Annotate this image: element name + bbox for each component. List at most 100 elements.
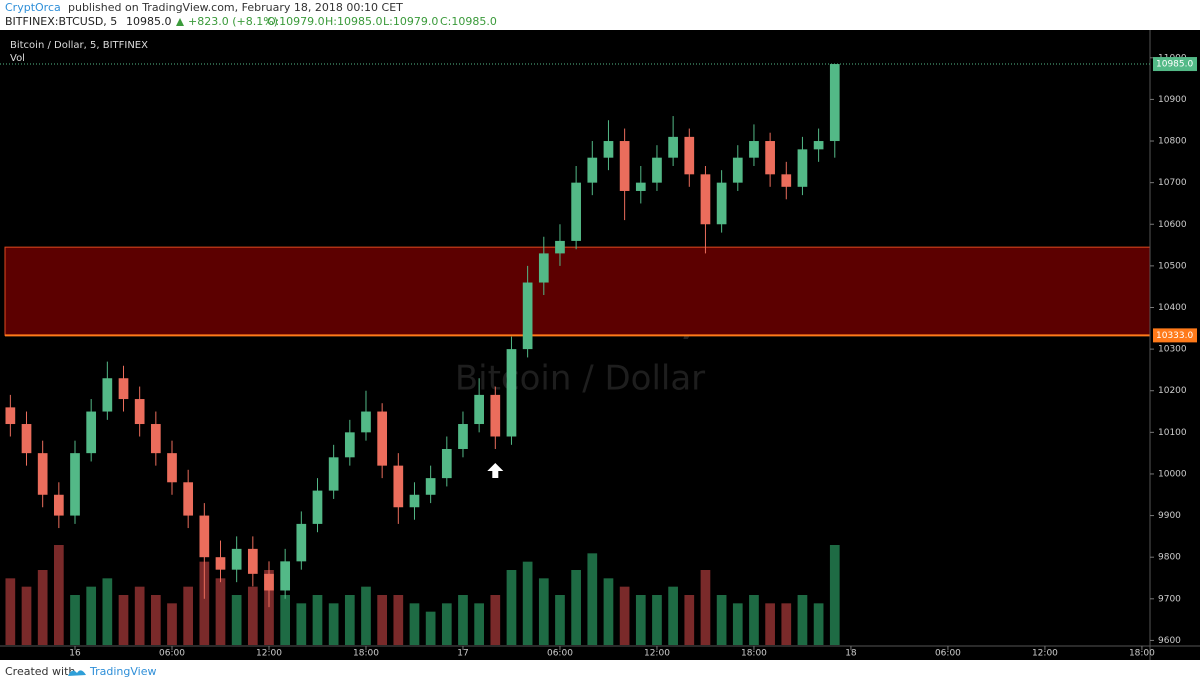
- volume-bar: [587, 553, 598, 645]
- last-price-label: 10985.0: [1156, 60, 1193, 70]
- y-tick-label: 10600: [1158, 220, 1187, 230]
- volume-bar: [781, 603, 792, 645]
- ohlc-open: O:10979.0: [267, 15, 325, 28]
- volume-bar: [118, 595, 129, 645]
- candle-body: [571, 182, 581, 241]
- candle-body: [829, 64, 840, 142]
- candle-body: [813, 141, 824, 150]
- candle-body: [5, 407, 16, 425]
- candle-body: [538, 253, 549, 283]
- candle-body: [328, 457, 339, 491]
- x-tick-label: 18:00: [353, 649, 379, 659]
- volume-bar: [538, 578, 549, 645]
- candle-body: [490, 394, 501, 437]
- volume-bar: [199, 561, 210, 645]
- volume-bar: [70, 595, 80, 645]
- volume-bar: [37, 570, 48, 645]
- volume-bar: [635, 595, 646, 645]
- x-tick-label: 18: [845, 649, 857, 659]
- candle-body: [53, 494, 64, 516]
- author[interactable]: CryptOrca: [5, 1, 61, 14]
- volume-bar: [506, 570, 517, 645]
- legend-title: Bitcoin / Dollar, 5, BITFINEX: [10, 40, 148, 51]
- volume-bar: [361, 586, 371, 645]
- volume-bar: [813, 603, 824, 645]
- candle-body: [86, 411, 97, 454]
- y-tick-label: 10700: [1158, 178, 1187, 188]
- tv-logo: [68, 670, 86, 676]
- y-tick-label: 10400: [1158, 303, 1187, 313]
- volume-bar: [215, 578, 226, 645]
- volume-bar: [312, 595, 323, 645]
- candle-body: [555, 240, 565, 254]
- volume-bar: [797, 595, 808, 645]
- candle-body: [118, 378, 129, 400]
- volume-bar: [474, 603, 484, 645]
- volume-bar: [458, 595, 468, 645]
- x-tick-label: 06:00: [935, 649, 961, 659]
- up-arrow: [176, 18, 184, 26]
- x-tick-label: 18:00: [1129, 649, 1155, 659]
- change: +823.0 (+8.1%): [188, 15, 278, 28]
- candle-body: [264, 573, 274, 591]
- volume-bar: [619, 586, 630, 645]
- footer-brand[interactable]: TradingView: [89, 665, 156, 678]
- candle-body: [199, 515, 210, 558]
- candle-body: [458, 424, 468, 449]
- candle-body: [716, 182, 727, 225]
- y-tick-label: 10900: [1158, 95, 1187, 105]
- x-tick-label: 06:00: [547, 649, 573, 659]
- candle-body: [619, 141, 630, 191]
- candle-body: [409, 494, 420, 508]
- last-price-tag: [1153, 57, 1197, 72]
- candle-body: [652, 157, 662, 183]
- volume-bar: [86, 586, 97, 645]
- volume-bar: [409, 603, 420, 645]
- y-tick-label: 10500: [1158, 261, 1187, 271]
- volume-label: Vol: [10, 53, 25, 64]
- candle-body: [280, 561, 291, 591]
- volume-bar: [247, 586, 258, 645]
- y-tick-label: 9800: [1158, 553, 1181, 563]
- candle-body: [522, 282, 533, 350]
- ohlc-high: H:10985.0: [325, 15, 382, 28]
- candle-body: [749, 141, 759, 158]
- candle-body: [361, 411, 371, 433]
- x-tick-label: 12:00: [256, 649, 282, 659]
- candle-body: [797, 149, 808, 187]
- candle-body: [150, 424, 161, 454]
- last: 10985.0: [126, 15, 172, 28]
- volume-bar: [652, 595, 662, 645]
- candle-body: [441, 448, 452, 479]
- candle-body: [247, 548, 258, 574]
- x-tick-label: 12:00: [644, 649, 670, 659]
- candle-body: [167, 453, 177, 483]
- annotation-arrow: [487, 462, 504, 478]
- volume-bar: [264, 570, 274, 645]
- ohlc-close: C:10985.0: [440, 15, 497, 28]
- volume-bar: [134, 586, 145, 645]
- y-tick-label: 10200: [1158, 386, 1187, 396]
- candle-body: [70, 453, 80, 516]
- candle-body: [635, 182, 646, 191]
- candle-body: [506, 349, 517, 437]
- y-tick-label: 10300: [1158, 345, 1187, 355]
- candle-body: [344, 432, 355, 458]
- volume-bar: [571, 570, 581, 645]
- candle-body: [668, 136, 678, 158]
- volume-bar: [167, 603, 177, 645]
- candle-body: [215, 557, 226, 570]
- volume-bar: [21, 586, 32, 645]
- zone: [4, 246, 1151, 336]
- footer-created: Created with: [5, 665, 75, 678]
- y-tick-label: 10000: [1158, 469, 1187, 479]
- candle-body: [377, 411, 387, 466]
- volume-bar: [102, 578, 113, 645]
- volume-bar: [183, 586, 194, 645]
- volume-bar: [700, 570, 711, 645]
- volume-bar: [53, 545, 64, 645]
- volume-bar: [296, 603, 307, 645]
- volume-bar: [377, 595, 387, 645]
- candle-body: [474, 394, 484, 425]
- candle-body: [134, 399, 145, 425]
